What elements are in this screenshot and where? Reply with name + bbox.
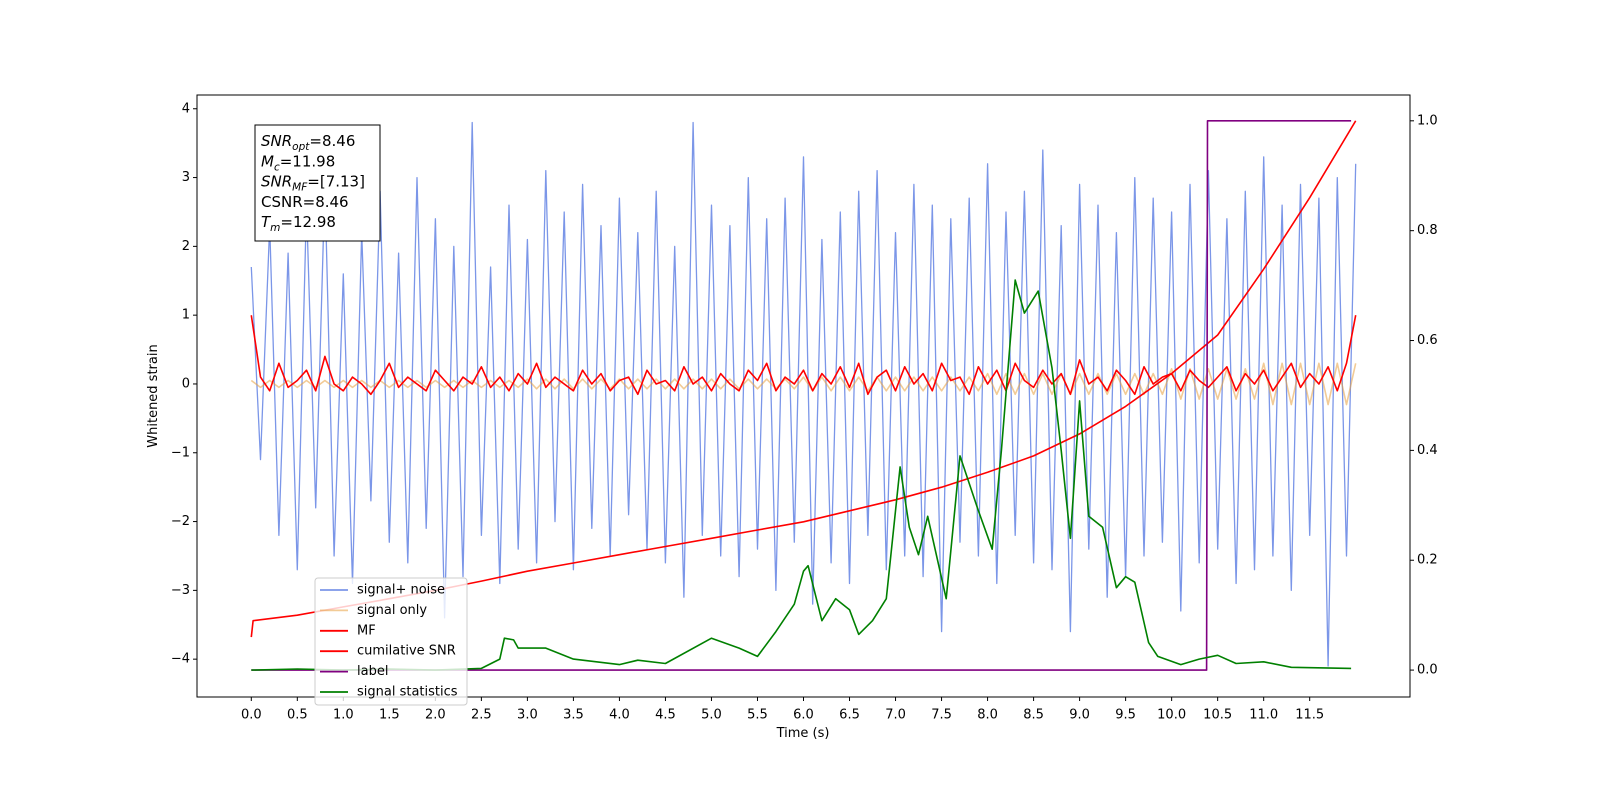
x-tick-label: 5.5 (747, 708, 768, 723)
series-line (250, 121, 1357, 667)
x-tick-label: 10.5 (1203, 708, 1232, 723)
x-tick-label: 4.5 (655, 708, 676, 723)
x-tick-label: 3.5 (563, 708, 584, 723)
y2-tick-label: 1.0 (1417, 113, 1438, 128)
y-tick-label: −2 (171, 514, 190, 529)
series-line (251, 120, 1352, 671)
x-tick-label: 1.0 (333, 708, 354, 723)
annotation-part: =8.46 (309, 132, 355, 150)
annotation-part: c (274, 161, 280, 173)
legend-label: signal statistics (357, 685, 458, 700)
x-tick-label: 5.0 (701, 708, 722, 723)
series-line (251, 279, 1352, 671)
x-tick-label: 2.0 (425, 708, 446, 723)
y-tick-label: 1 (182, 308, 190, 323)
annotation-part: M (261, 152, 274, 170)
legend-label: cumilative SNR (357, 644, 456, 659)
annotation-part: SNR (261, 173, 292, 191)
y-tick-label: −1 (171, 445, 190, 460)
annotation-part: MF (292, 182, 308, 194)
annotation-part: CSNR=8.46 (261, 193, 349, 211)
annotation-part: =12.98 (280, 213, 336, 231)
annotation: SNRopt=8.46 (261, 132, 355, 153)
annotation-part: T (261, 213, 272, 231)
legend-label: signal only (357, 603, 427, 618)
x-tick-label: 3.0 (517, 708, 538, 723)
y-tick-label: −3 (171, 583, 190, 598)
y-tick-label: 0 (182, 376, 190, 391)
annotation: Tm=12.98 (261, 213, 336, 234)
annotation-box (254, 124, 381, 242)
annotation: SNRMF=[7.13] (261, 173, 365, 194)
x-tick-label: 0.0 (241, 708, 262, 723)
y2-tick-label: 0.0 (1417, 663, 1438, 678)
y-tick-label: 4 (182, 101, 190, 116)
y2-tick-label: 0.4 (1417, 443, 1438, 458)
x-tick-label: 0.5 (287, 708, 308, 723)
x-tick-label: 11.0 (1249, 708, 1278, 723)
y-tick-label: −4 (171, 652, 190, 667)
x-tick-label: 6.5 (839, 708, 860, 723)
annotation-part: =11.98 (280, 152, 336, 170)
x-tick-label: 9.0 (1069, 708, 1090, 723)
x-tick-label: 7.0 (885, 708, 906, 723)
x-tick-label: 8.0 (977, 708, 998, 723)
series-line (250, 362, 1357, 406)
x-tick-label: 7.5 (931, 708, 952, 723)
x-tick-label: 9.5 (1115, 708, 1136, 723)
y2-tick-label: 0.8 (1417, 223, 1438, 238)
annotation: Mc=11.98 (261, 152, 335, 173)
legend-label: MF (357, 623, 376, 638)
y2-tick-label: 0.2 (1417, 553, 1438, 568)
annotation-part: opt (292, 141, 310, 153)
annotation: CSNR=8.46 (261, 193, 349, 211)
annotation-part: =[7.13] (307, 173, 365, 191)
x-tick-label: 11.5 (1295, 708, 1324, 723)
y-tick-label: 3 (182, 170, 190, 185)
x-tick-label: 10.0 (1157, 708, 1186, 723)
legend-label: signal+ noise (357, 583, 445, 598)
legend-label: label (357, 664, 388, 679)
x-tick-label: 4.0 (609, 708, 630, 723)
annotation-part: SNR (261, 132, 292, 150)
x-tick-label: 1.5 (379, 708, 400, 723)
x-tick-label: 8.5 (1023, 708, 1044, 723)
y-axis-label: Whitened strain (146, 344, 161, 447)
x-tick-label: 2.5 (471, 708, 492, 723)
annotation-part: m (270, 222, 280, 234)
x-tick-label: 6.0 (793, 708, 814, 723)
x-axis-label: Time (s) (776, 726, 830, 741)
y2-tick-label: 0.6 (1417, 333, 1438, 348)
legend-box (314, 577, 468, 706)
y-tick-label: 2 (182, 239, 190, 254)
